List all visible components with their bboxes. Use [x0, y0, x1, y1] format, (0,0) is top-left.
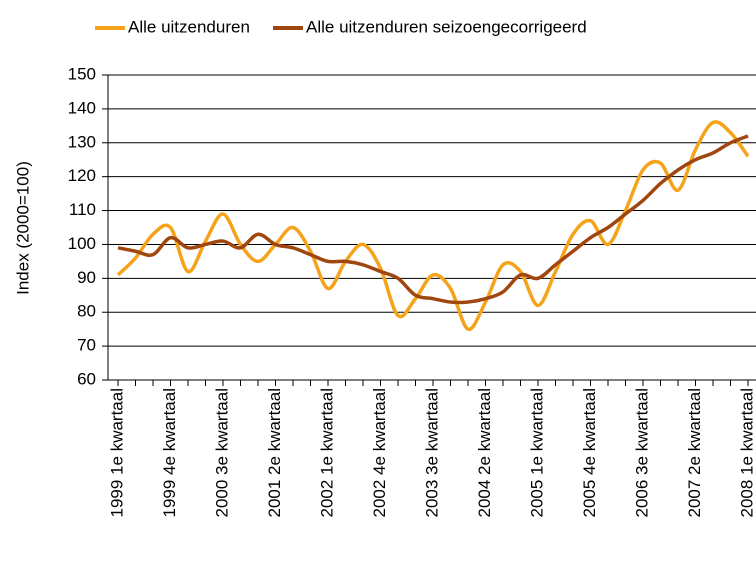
- series-line: [116, 120, 750, 331]
- legend-label: Alle uitzenduren: [128, 17, 250, 36]
- x-tick-label: 2006 3e kwartaal: [632, 388, 651, 517]
- legend-label: Alle uitzenduren seizoengecorrigeerd: [306, 17, 587, 36]
- y-tick-label: 100: [68, 234, 96, 253]
- x-tick-label: 2004 2e kwartaal: [475, 388, 494, 517]
- x-tick-label: 2005 4e kwartaal: [580, 388, 599, 517]
- y-tick-label: 80: [77, 302, 96, 321]
- x-tick-label: 2008 1e kwartaal: [737, 388, 756, 517]
- y-tick-label: 70: [77, 336, 96, 355]
- y-tick-label: 110: [69, 200, 96, 219]
- y-axis-label: Index (2000=100): [13, 161, 32, 295]
- series-line: [117, 134, 749, 305]
- x-tick-label: 1999 1e kwartaal: [107, 388, 126, 517]
- x-tick-label: 2002 4e kwartaal: [370, 388, 389, 517]
- x-tick-label: 2003 3e kwartaal: [422, 388, 441, 517]
- x-tick-label: 2005 1e kwartaal: [527, 388, 546, 517]
- x-tick-label: 2002 1e kwartaal: [317, 388, 336, 517]
- y-tick-label: 120: [68, 166, 96, 185]
- x-tick-label: 2007 2e kwartaal: [685, 388, 704, 517]
- y-tick-label: 90: [77, 268, 96, 287]
- y-tick-label: 140: [68, 98, 96, 117]
- y-tick-label: 130: [68, 132, 96, 151]
- y-tick-label: 60: [77, 369, 96, 388]
- y-tick-label: 150: [68, 64, 96, 83]
- x-tick-label: 1999 4e kwartaal: [160, 388, 179, 517]
- x-tick-label: 2000 3e kwartaal: [212, 388, 231, 517]
- x-tick-label: 2001 2e kwartaal: [265, 388, 284, 517]
